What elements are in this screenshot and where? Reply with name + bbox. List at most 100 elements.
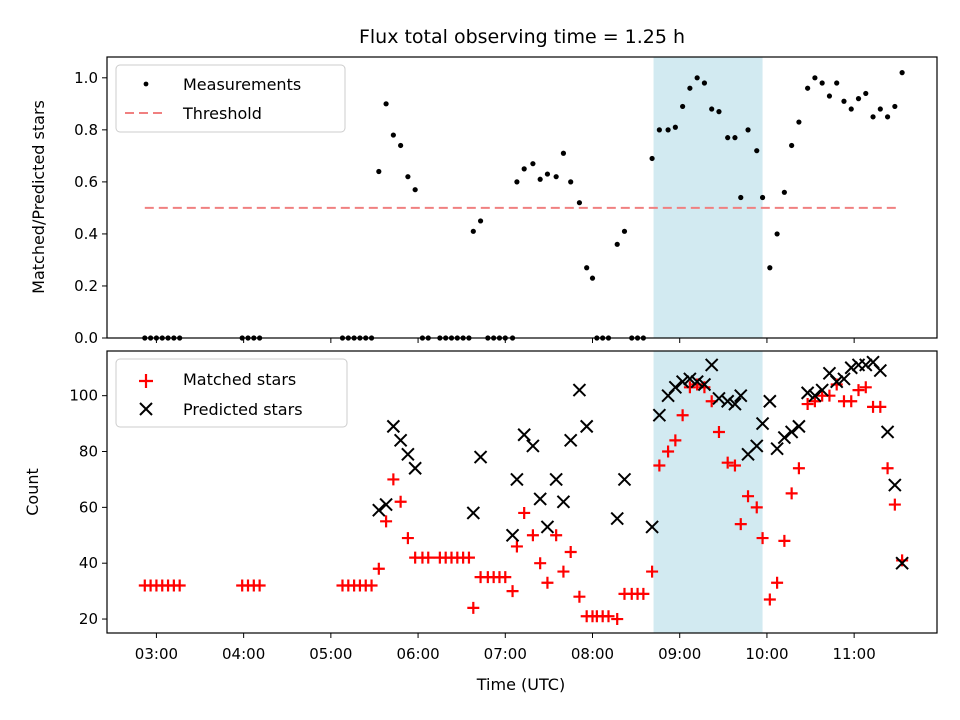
top-y-tick-label: 0.0 [74, 329, 98, 347]
matched-star-point [499, 571, 512, 584]
predicted-star-point [800, 386, 815, 400]
bottom-y-tick-label: 20 [79, 610, 98, 628]
measurement-point [680, 103, 686, 110]
measurement-point [877, 106, 883, 112]
matched-star-point [387, 473, 400, 486]
matched-star-point [506, 585, 519, 598]
matched-star-point [534, 557, 547, 570]
predicted-star-point [617, 472, 632, 487]
matched-star-point [763, 593, 776, 606]
measurement-point [701, 80, 708, 86]
legend-measurements-marker [143, 81, 149, 87]
top-plot-frame [106, 56, 938, 339]
predicted-star-point [734, 388, 748, 403]
matched-star-point [510, 540, 523, 553]
predicted-star-point [815, 383, 829, 397]
predicted-star-point [563, 433, 578, 448]
predicted-star-point [379, 497, 393, 512]
matched-star-point [518, 506, 531, 519]
top-measurements-series [142, 70, 905, 341]
measurement-point [390, 132, 396, 138]
measurement-point [576, 200, 583, 206]
top-y-tick-label: 0.8 [74, 121, 98, 139]
matched-star-point [808, 395, 821, 408]
predicted-star-point [526, 439, 540, 453]
predicted-star-point [859, 358, 873, 372]
matched-star-point [845, 395, 858, 408]
matched-star-point [728, 459, 741, 472]
predicted-star-point [728, 397, 742, 411]
measurement-point [848, 106, 854, 112]
legend-matched-label: Matched stars [183, 370, 296, 389]
matched-star-point [564, 546, 577, 559]
measurement-point [665, 127, 671, 133]
measurement-point [589, 275, 596, 281]
measurement-point [405, 174, 411, 180]
bottom-x-tick-label: 05:00 [309, 645, 352, 663]
bottom-x-axis: 03:00 04:00 05:00 06:00 07:00 08:00 09:00 10:00… [135, 633, 876, 663]
matched-star-point [253, 579, 266, 592]
predicted-star-point [690, 375, 704, 389]
matched-star-point [611, 613, 624, 626]
measurement-point [656, 127, 662, 133]
measurement-point [544, 171, 551, 177]
bottom-x-tick-label: 08:00 [571, 645, 614, 663]
matched-star-point [662, 445, 675, 458]
top-y-axis: 0.0 0.2 0.4 0.6 0.8 1.0 [74, 69, 107, 347]
matched-star-point [646, 565, 659, 578]
predicted-star-point [720, 394, 735, 408]
matched-star-point [888, 498, 901, 511]
measurement-point [725, 135, 731, 141]
measurement-point [560, 150, 567, 156]
matched-star-point [401, 532, 414, 545]
bottom-x-tick-label: 06:00 [396, 645, 439, 663]
bottom-y-axis-label: Count [23, 468, 42, 516]
measurement-point [672, 124, 678, 130]
bottom-legend: Matched stars Predicted stars [115, 358, 348, 428]
legend-matched-marker [139, 374, 153, 388]
measurement-point [767, 265, 773, 271]
measurement-point [694, 75, 700, 81]
matched-star-point [721, 456, 734, 469]
matched-star-point [462, 551, 475, 564]
measurement-point [870, 114, 876, 120]
matched-star-point [653, 459, 666, 472]
measurement-point [514, 179, 520, 185]
predicted-star-point [572, 383, 587, 397]
measurement-point [614, 241, 620, 247]
predicted-star-point [683, 372, 697, 386]
bottom-panel: 20 40 60 80 100 03:00 04:00 05:00 06:00 07:00 08:… [23, 350, 938, 694]
matched-star-point [792, 462, 805, 475]
legend-threshold-label: Threshold [182, 104, 262, 123]
x-axis-label: Time (UTC) [476, 675, 565, 694]
bottom-y-axis: 20 40 60 80 100 [69, 387, 107, 628]
predicted-star-point [792, 419, 806, 434]
bottom-plot-frame [106, 350, 938, 634]
predicted-star-point [610, 511, 624, 526]
matched-star-point [881, 462, 894, 475]
predicted-star-point [510, 472, 524, 487]
matched-star-point [874, 400, 887, 413]
matched-star-point [750, 501, 763, 514]
predicted-star-point [704, 358, 719, 372]
measurement-point [826, 93, 833, 99]
bottom-x-tick-label: 04:00 [222, 645, 265, 663]
matched-star-point [557, 565, 570, 578]
measurement-point [412, 187, 418, 193]
bottom-y-tick-label: 80 [79, 443, 98, 461]
bottom-x-tick-label: 11:00 [833, 645, 876, 663]
measurement-point [383, 101, 389, 107]
predicted-star-point [408, 461, 422, 475]
matched-star-point [541, 576, 554, 589]
predicted-star-point [837, 372, 851, 386]
measurement-point [649, 155, 655, 162]
predicted-star-point [808, 388, 822, 403]
bottom-legend-box [115, 358, 348, 428]
measurement-point [789, 142, 795, 149]
predicted-star-point [895, 556, 909, 570]
chart-title: Flux total observing time = 1.25 h [359, 26, 685, 48]
top-panel: 0.0 0.2 0.4 0.6 0.8 1.0 Matched/Predicted sta… [29, 56, 938, 347]
matched-star-point [372, 562, 385, 575]
matched-star-point [771, 576, 784, 589]
top-legend-box [115, 64, 346, 133]
